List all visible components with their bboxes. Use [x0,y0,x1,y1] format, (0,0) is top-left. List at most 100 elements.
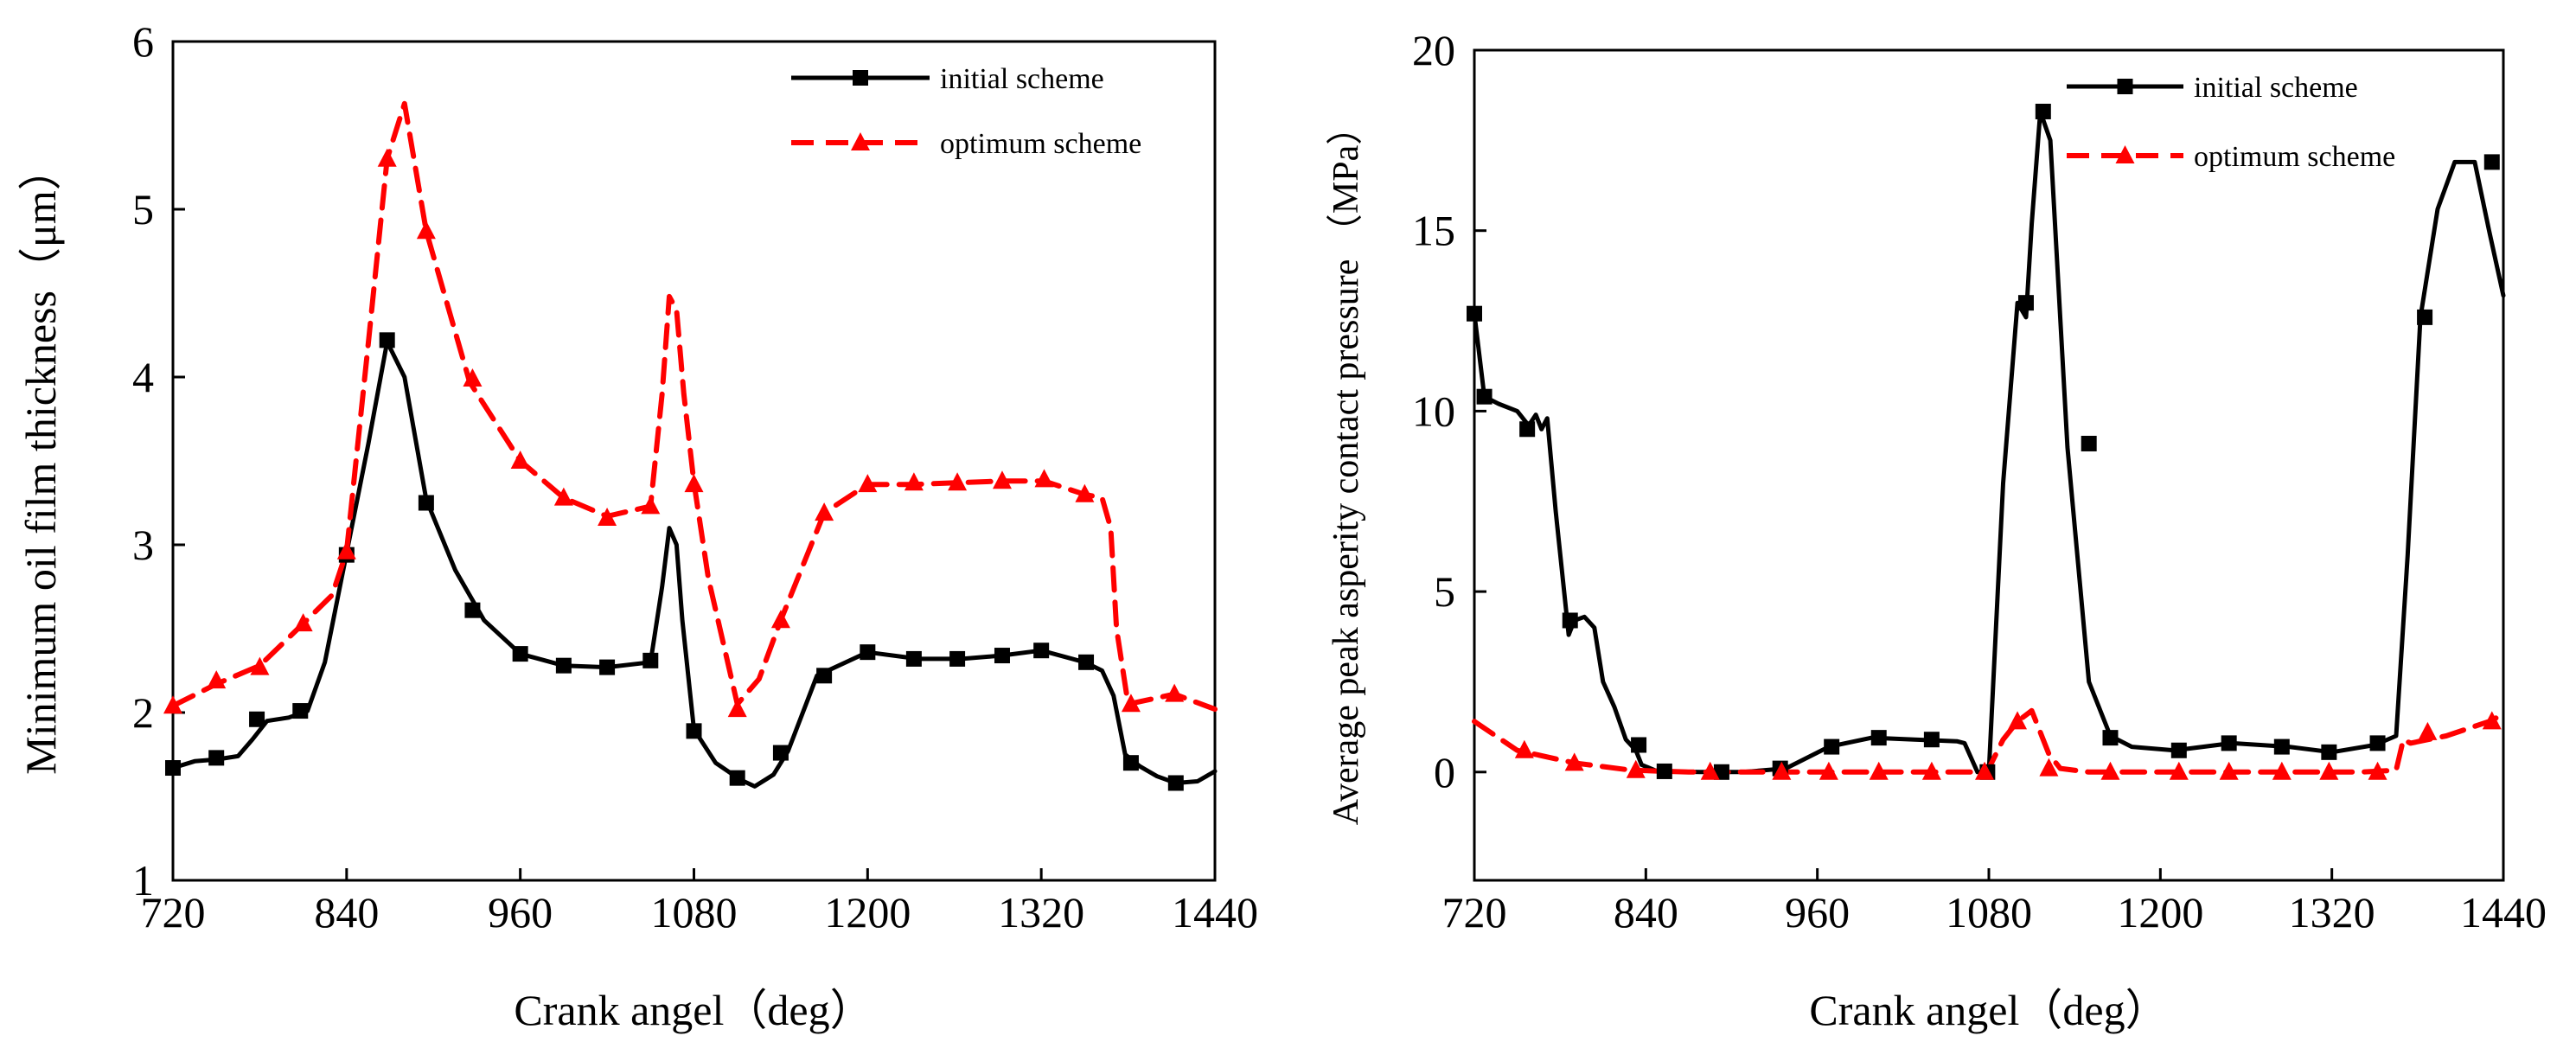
y-tick-label: 0 [1434,748,1455,796]
series-lines [1472,109,2506,775]
data-point-square [1122,755,1139,771]
data-point-square [1167,775,1184,791]
data-point-square [2102,730,2119,746]
x-tick-label: 840 [314,888,379,937]
data-point-triangle [1514,739,1534,758]
data-point-square [2017,295,2034,311]
series-markers [163,148,1185,791]
y-tick-label: 20 [1412,26,1455,74]
legend-marker-triangle [851,132,870,150]
data-point-square [418,495,434,511]
data-point-square [512,646,528,662]
data-point-triangle [250,656,270,675]
ticks: 720 840 960 1080 1200 1320 1440 1 2 3 4 5 6 [132,17,1258,937]
data-point-square [292,703,309,719]
data-point-triangle [2008,711,2028,730]
data-point-square [2321,744,2337,760]
data-point-square [686,723,702,739]
y-tick-label: 15 [1412,207,1455,255]
data-point-triangle [1869,761,1889,780]
data-point-square [599,659,616,675]
x-tick-label: 720 [1442,888,1507,937]
data-point-triangle [1772,761,1792,780]
data-point-triangle [598,507,617,526]
x-tick-label: 1080 [1946,888,2032,937]
x-tick-label: 960 [1785,888,1850,937]
data-point-triangle [2368,761,2387,780]
data-point-triangle [2482,711,2502,730]
data-point-square [2417,309,2433,325]
data-point-triangle [207,670,227,689]
data-point-triangle [1564,752,1584,771]
data-point-triangle [2272,761,2292,780]
data-point-triangle [2169,761,2189,780]
data-point-triangle [293,613,313,632]
y-tick-label: 6 [132,17,154,66]
data-point-square [1519,421,1536,438]
data-point-triangle [1626,759,1646,778]
data-point-square [772,745,789,761]
y-tick-label: 1 [132,856,154,905]
data-point-triangle [510,451,530,469]
data-point-triangle [992,470,1012,489]
data-point-triangle [336,540,356,559]
data-point-square [379,332,395,348]
data-point-square [1476,388,1493,405]
data-point-square [1923,732,1940,748]
data-point-triangle [815,502,834,521]
y-tick-label: 5 [1434,567,1455,616]
series-line-initial [170,339,1218,789]
data-point-square [2273,738,2290,755]
series-line-optimum [170,100,1218,713]
data-point-square [208,750,225,766]
legend-marker-square [2117,79,2133,94]
data-point-triangle [727,699,747,718]
data-point-triangle [163,695,182,714]
ticks: 720 840 960 1080 1200 1320 1440 0 5 10 15 20 [1412,26,2547,937]
data-point-triangle [2418,721,2438,740]
y-tick-label: 4 [132,353,154,401]
series-lines [170,100,1218,789]
data-point-triangle [2319,761,2339,780]
x-tick-label: 1080 [651,888,738,937]
data-point-triangle [377,148,397,167]
data-point-square [1824,738,1840,755]
x-tick-label: 1200 [824,888,911,937]
x-tick-label: 1440 [1172,888,1258,937]
legend-label: optimum scheme [2194,141,2395,173]
data-point-square [642,652,659,668]
x-axis-title: Crank angel（deg） [514,986,873,1034]
data-point-square [905,650,922,667]
data-point-square [2081,435,2097,451]
data-point-square [1562,612,1578,629]
data-point-square [2035,103,2051,119]
series-markers [1467,103,2502,780]
data-point-triangle [684,474,704,493]
chart-asperity-contact-pressure: 720 840 960 1080 1200 1320 1440 0 5 10 15 20 initia… [1326,26,2547,1034]
legend-marker-triangle [2115,145,2135,163]
x-tick-label: 840 [1614,888,1678,937]
chart-min-oil-film-thickness: 720 840 960 1080 1200 1320 1440 1 2 3 4 5 6 initial … [16,17,1258,1034]
data-point-triangle [1075,483,1095,502]
data-point-triangle [2100,761,2120,780]
data-point-triangle [770,610,790,629]
x-axis-title: Crank angel（deg） [1809,986,2168,1034]
legend: initial scheme optimum scheme [791,63,1141,160]
x-tick-label: 960 [488,888,553,937]
data-point-triangle [948,472,968,491]
data-point-square [994,648,1010,664]
data-point-square [729,770,745,786]
x-tick-label: 1440 [2460,888,2547,937]
data-point-triangle [1921,761,1941,780]
data-point-square [464,602,481,618]
data-point-square [2369,735,2386,751]
x-tick-label: 1320 [2289,888,2375,937]
data-point-triangle [1700,761,1720,780]
data-point-triangle [1121,694,1141,713]
legend: initial scheme optimum scheme [2067,72,2395,173]
data-point-triangle [463,368,483,387]
legend-label: initial scheme [940,63,1104,95]
data-point-triangle [553,487,573,506]
data-point-triangle [1165,683,1185,702]
legend-marker-square [853,70,868,86]
